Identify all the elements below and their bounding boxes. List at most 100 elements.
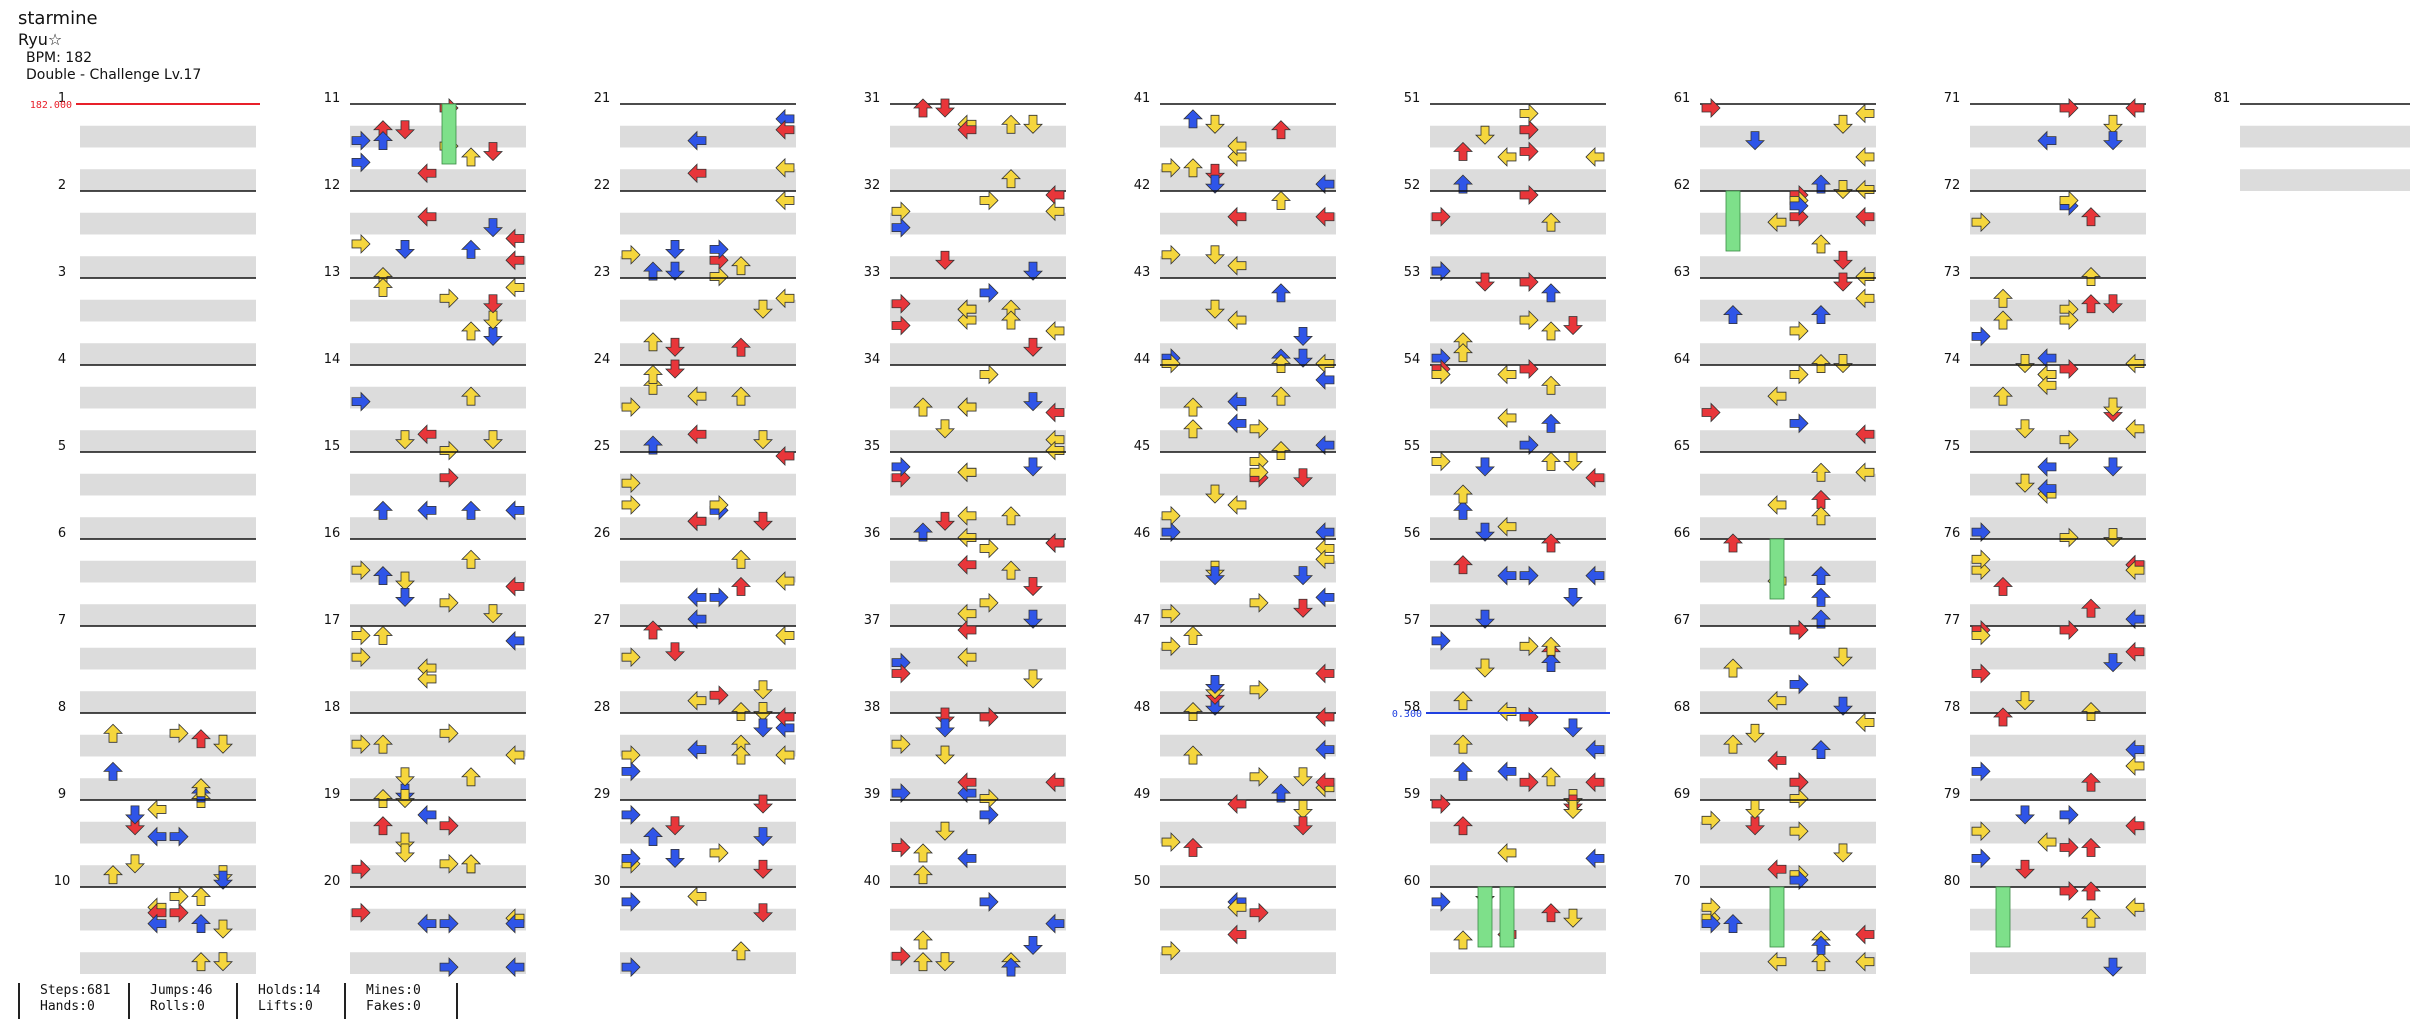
note-arrow [1453, 343, 1473, 363]
beat-band [1160, 821, 1336, 844]
note-arrow [913, 930, 933, 950]
beat-band [1160, 734, 1336, 757]
measure-number: 28 [594, 700, 611, 715]
note-arrow [2125, 641, 2145, 662]
note-arrow [439, 288, 459, 309]
measure-62: 62 [1674, 178, 1876, 287]
note-arrow [1971, 212, 1991, 233]
note-arrow [1519, 772, 1539, 793]
note-arrow [1723, 658, 1743, 678]
note-arrow [373, 131, 393, 151]
note-arrow [1271, 783, 1291, 803]
measure-4: 4 [58, 352, 256, 452]
note-arrow [147, 799, 167, 820]
note-arrow [621, 397, 641, 418]
beat-band [890, 386, 1066, 409]
beat-band [80, 517, 256, 539]
measure-49: 49 [1134, 787, 1336, 887]
note-arrow [1453, 734, 1473, 754]
note-arrow [2103, 294, 2123, 314]
note-arrow [1227, 897, 1247, 918]
note-arrow [1249, 462, 1269, 483]
note-arrow [1227, 206, 1247, 227]
note-arrow [709, 685, 729, 706]
note-arrow [2103, 397, 2123, 417]
beat-band [1700, 778, 1876, 800]
note-arrow [2059, 359, 2079, 379]
beat-band [350, 647, 526, 670]
measure-number: 67 [1674, 613, 1691, 628]
beat-band [80, 256, 256, 278]
beat-band [620, 169, 796, 191]
note-arrow [753, 680, 773, 700]
beat-band [1970, 212, 2146, 235]
note-arrow [1045, 201, 1065, 222]
measure-number: 4 [58, 352, 66, 367]
note-arrow [417, 913, 437, 934]
measure-67: 67 [1674, 613, 1876, 716]
note-arrow [1453, 500, 1473, 520]
note-arrow [2015, 419, 2035, 439]
note-arrow [1205, 245, 1225, 265]
note-arrow [395, 120, 415, 140]
note-arrow [1045, 533, 1065, 553]
note-arrow [709, 842, 729, 863]
note-arrow [1023, 577, 1043, 597]
note-arrow [1161, 832, 1181, 853]
note-arrow [935, 821, 955, 841]
beat-band [890, 473, 1066, 496]
beat-band [1160, 908, 1336, 931]
note-arrow [1431, 206, 1451, 227]
beat-band [890, 647, 1066, 670]
note-arrow [2103, 653, 2123, 673]
beat-band [1700, 604, 1876, 626]
note-arrow [2081, 881, 2101, 901]
note-arrow [1585, 848, 1605, 869]
note-arrow [1519, 435, 1539, 456]
note-arrow [1767, 951, 1787, 972]
measure-61: 61 [1674, 91, 1876, 200]
note-arrow [1453, 174, 1473, 194]
measure-21: 21 [594, 91, 796, 191]
beat-band [1160, 169, 1336, 191]
note-arrow [1767, 750, 1787, 771]
note-arrow [1519, 185, 1539, 205]
note-arrow [775, 571, 795, 592]
measure-number: 19 [324, 787, 341, 802]
note-arrow [891, 734, 911, 755]
beat-band [620, 691, 796, 713]
beat-band [1160, 604, 1336, 626]
note-arrow [957, 848, 977, 869]
measure-number: 72 [1944, 178, 1961, 193]
note-arrow [2059, 837, 2079, 858]
beat-band [80, 343, 256, 365]
note-arrow [753, 718, 773, 738]
note-arrow [373, 816, 393, 836]
beat-band [1970, 647, 2146, 670]
note-arrow [1497, 516, 1517, 537]
beat-band [1430, 778, 1606, 800]
note-arrow [753, 430, 773, 450]
beat-band [1970, 952, 2146, 974]
note-arrow [957, 505, 977, 526]
note-arrow [2059, 190, 2079, 211]
measure-number: 79 [1944, 787, 1961, 802]
measure-44: 44 [1134, 352, 1336, 460]
note-arrow [1585, 467, 1605, 488]
note-arrow [2081, 266, 2101, 286]
measure-1: 1 [58, 91, 256, 191]
note-arrow [935, 250, 955, 270]
note-arrow [505, 745, 525, 766]
note-arrow [1205, 163, 1225, 183]
measure-number: 52 [1404, 178, 1421, 193]
beat-band [1970, 125, 2146, 148]
beat-band [620, 517, 796, 539]
measure-76: 76 [1944, 526, 2146, 630]
measure-number: 58 [1404, 700, 1421, 715]
beat-band [620, 778, 796, 800]
beat-band [350, 430, 526, 452]
measure-number: 49 [1134, 787, 1151, 802]
beat-band [890, 734, 1066, 757]
note-arrow [621, 804, 641, 825]
measure-number: 53 [1404, 265, 1421, 280]
